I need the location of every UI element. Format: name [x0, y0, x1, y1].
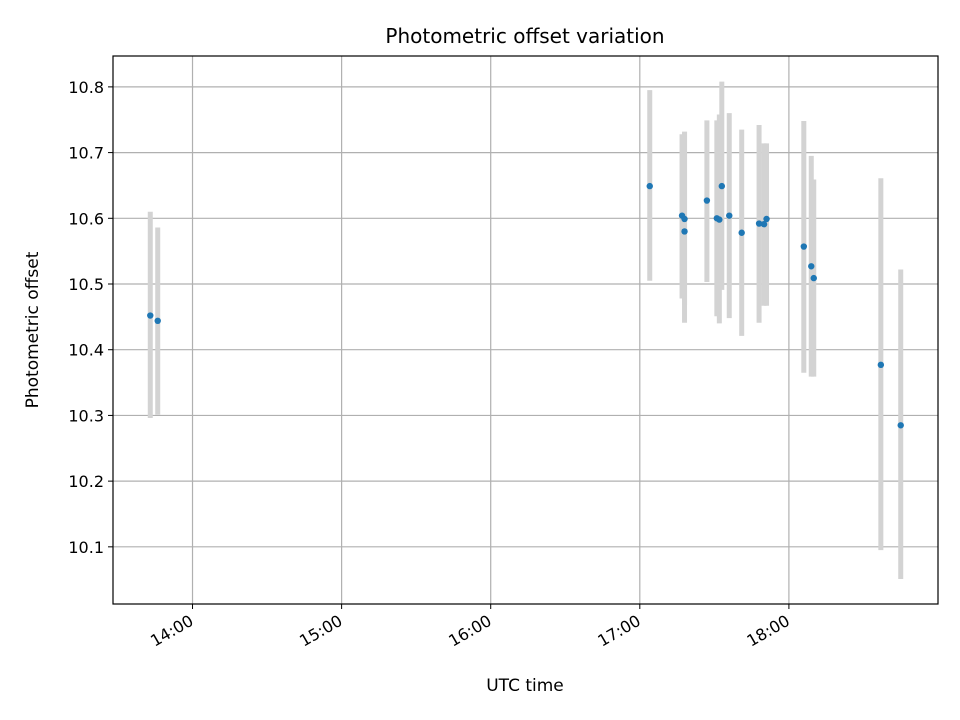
data-point: [738, 229, 745, 236]
y-tick-label: 10.6: [68, 209, 104, 228]
data-point: [718, 182, 726, 190]
grid-lines: [113, 56, 938, 604]
data-point: [760, 221, 768, 228]
data-point: [681, 228, 688, 235]
y-tick-label: 10.4: [68, 341, 104, 360]
y-tick-label: 10.7: [68, 144, 104, 163]
data-point: [800, 243, 808, 250]
data-point: [681, 215, 688, 223]
y-tick-label: 10.3: [68, 406, 104, 425]
data-point: [808, 263, 815, 270]
y-tick-label: 10.2: [68, 472, 104, 491]
y-tick-label: 10.1: [68, 538, 104, 557]
y-axis-ticks: 10.1 10.2 10.3 10.4 10.5 10.6 10.7 10.8: [68, 78, 113, 557]
chart-title: Photometric offset variation: [385, 24, 664, 48]
data-point: [810, 274, 817, 282]
x-axis-label: UTC time: [486, 676, 564, 696]
data-points: [147, 182, 904, 429]
data-point: [897, 422, 904, 429]
y-axis-label: Photometric offset: [23, 251, 43, 408]
data-point: [726, 212, 733, 219]
data-point: [877, 361, 885, 369]
data-point: [646, 182, 653, 190]
data-point: [703, 197, 711, 204]
plot-frame: [112, 55, 939, 605]
data-point: [763, 215, 770, 223]
data-point: [755, 220, 763, 227]
data-point: [154, 317, 161, 325]
data-point: [147, 312, 154, 319]
y-tick-label: 10.5: [68, 275, 104, 294]
data-point: [716, 216, 723, 223]
y-tick-label: 10.8: [68, 78, 104, 97]
